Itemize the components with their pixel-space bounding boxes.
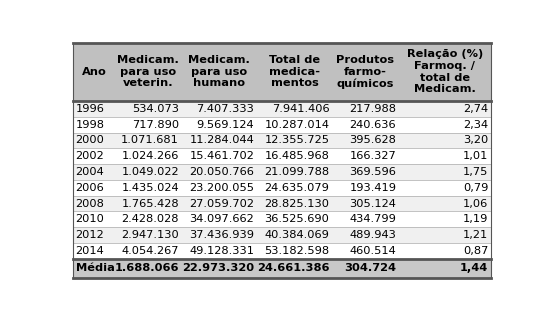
Text: 36.525.690: 36.525.690: [265, 214, 329, 224]
Text: 0,79: 0,79: [463, 183, 488, 193]
Bar: [73, 164, 491, 180]
Text: 1996: 1996: [75, 104, 104, 114]
Text: 9.569.124: 9.569.124: [197, 120, 254, 130]
Text: 2010: 2010: [75, 214, 104, 224]
Text: Relação (%)
Farmoq. /
total de
Medicam.: Relação (%) Farmoq. / total de Medicam.: [406, 50, 483, 94]
Text: 27.059.702: 27.059.702: [189, 198, 254, 209]
Text: 2008: 2008: [75, 198, 104, 209]
Text: 2012: 2012: [75, 230, 104, 240]
Bar: [73, 227, 491, 243]
Text: Medicam.
para uso
humano: Medicam. para uso humano: [188, 55, 250, 88]
Text: 2.428.028: 2.428.028: [122, 214, 179, 224]
Bar: [73, 180, 491, 196]
Text: Produtos
farmo-
químicos: Produtos farmo- químicos: [337, 55, 394, 89]
Text: 1,44: 1,44: [460, 263, 488, 273]
Text: 1998: 1998: [75, 120, 104, 130]
Text: 2004: 2004: [75, 167, 104, 177]
Text: 23.200.055: 23.200.055: [189, 183, 254, 193]
Text: Medicam.
para uso
veterin.: Medicam. para uso veterin.: [117, 55, 179, 88]
Text: 395.628: 395.628: [349, 135, 397, 145]
Text: 4.054.267: 4.054.267: [122, 246, 179, 256]
Text: 7.407.333: 7.407.333: [196, 104, 254, 114]
Text: 166.327: 166.327: [350, 151, 397, 161]
Text: 434.799: 434.799: [349, 214, 397, 224]
Bar: [73, 148, 491, 164]
Bar: [73, 117, 491, 132]
Text: 49.128.331: 49.128.331: [189, 246, 254, 256]
Text: 12.355.725: 12.355.725: [265, 135, 329, 145]
Text: 2.947.130: 2.947.130: [122, 230, 179, 240]
Bar: [73, 196, 491, 211]
Text: 489.943: 489.943: [349, 230, 397, 240]
Text: 460.514: 460.514: [350, 246, 397, 256]
Bar: [73, 243, 491, 259]
Text: Total de
medica-
mentos: Total de medica- mentos: [269, 55, 320, 88]
Text: 24.661.386: 24.661.386: [257, 263, 329, 273]
Text: 1.049.022: 1.049.022: [122, 167, 179, 177]
Text: 1.688.066: 1.688.066: [114, 263, 179, 273]
Text: 1,75: 1,75: [463, 167, 488, 177]
Text: 240.636: 240.636: [350, 120, 397, 130]
Text: 1.071.681: 1.071.681: [121, 135, 179, 145]
Text: 1.765.428: 1.765.428: [122, 198, 179, 209]
Text: 304.724: 304.724: [344, 263, 397, 273]
Text: 1.435.024: 1.435.024: [122, 183, 179, 193]
Text: 2,74: 2,74: [463, 104, 488, 114]
Text: 28.825.130: 28.825.130: [265, 198, 329, 209]
Text: 2006: 2006: [75, 183, 104, 193]
Bar: [73, 211, 491, 227]
Text: 37.436.939: 37.436.939: [189, 230, 254, 240]
Text: 369.596: 369.596: [349, 167, 397, 177]
Text: 1,01: 1,01: [463, 151, 488, 161]
Text: 1,06: 1,06: [463, 198, 488, 209]
Text: 717.890: 717.890: [132, 120, 179, 130]
Text: 1.024.266: 1.024.266: [122, 151, 179, 161]
Text: 2,34: 2,34: [463, 120, 488, 130]
Text: 20.050.766: 20.050.766: [189, 167, 254, 177]
Text: 7.941.406: 7.941.406: [272, 104, 329, 114]
Bar: [73, 43, 491, 101]
Text: 16.485.968: 16.485.968: [265, 151, 329, 161]
Text: 22.973.320: 22.973.320: [182, 263, 254, 273]
Text: 40.384.069: 40.384.069: [265, 230, 329, 240]
Bar: [73, 101, 491, 117]
Text: 217.988: 217.988: [349, 104, 397, 114]
Text: 1,21: 1,21: [463, 230, 488, 240]
Text: 34.097.662: 34.097.662: [190, 214, 254, 224]
Text: Ano: Ano: [81, 67, 106, 77]
Text: 534.073: 534.073: [132, 104, 179, 114]
Text: 2002: 2002: [75, 151, 104, 161]
Text: 3,20: 3,20: [463, 135, 488, 145]
Text: 11.284.044: 11.284.044: [190, 135, 254, 145]
Text: 10.287.014: 10.287.014: [265, 120, 329, 130]
Text: 15.461.702: 15.461.702: [189, 151, 254, 161]
Text: 305.124: 305.124: [349, 198, 397, 209]
Text: 193.419: 193.419: [349, 183, 397, 193]
Text: 53.182.598: 53.182.598: [265, 246, 329, 256]
Text: 24.635.079: 24.635.079: [265, 183, 329, 193]
Text: Média: Média: [75, 263, 114, 273]
Bar: [73, 259, 491, 277]
Text: 21.099.788: 21.099.788: [265, 167, 329, 177]
Bar: [73, 132, 491, 148]
Text: 0,87: 0,87: [463, 246, 488, 256]
Text: 2000: 2000: [75, 135, 104, 145]
Text: 2014: 2014: [75, 246, 104, 256]
Text: 1,19: 1,19: [463, 214, 488, 224]
